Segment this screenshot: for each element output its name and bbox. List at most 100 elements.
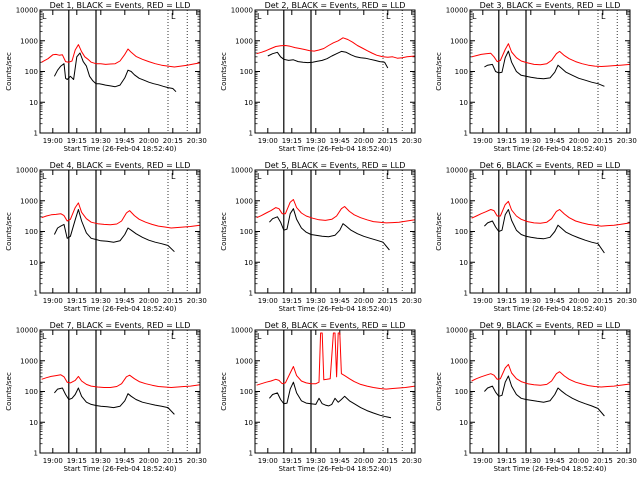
x-tick-label: 20:30 (617, 137, 637, 145)
y-tick-label: 100 (455, 68, 468, 76)
y-tick-label: 1000 (235, 357, 253, 365)
x-tick-label: 19:00 (473, 457, 493, 465)
y-tick-label: 100 (25, 228, 38, 236)
y-tick-label: 1 (34, 290, 38, 298)
series-line-events (54, 387, 175, 415)
plot-frame (469, 9, 631, 134)
corner-marker-left: L (472, 332, 477, 341)
detector-panel-6: Det 6, BLACK = Events, RED = LLD Counts/s… (435, 161, 637, 313)
panel-title: Det 1, BLACK = Events, RED = LLD (50, 1, 191, 10)
y-axis-label: Counts/sec (435, 212, 443, 251)
y-tick-label: 1000 (450, 197, 468, 205)
x-tick-label: 20:15 (163, 457, 183, 465)
corner-marker-right: L (601, 12, 606, 21)
x-tick-label: 19:15 (497, 297, 517, 305)
corner-marker-right: L (601, 172, 606, 181)
x-tick-label: 19:00 (43, 457, 63, 465)
x-tick-label: 19:45 (545, 137, 565, 145)
x-tick-label: 19:45 (115, 137, 135, 145)
y-tick-label: 1000 (20, 197, 38, 205)
detector-panel-9: Det 9, BLACK = Events, RED = LLD Counts/s… (435, 321, 637, 473)
y-tick-label: 1000 (450, 357, 468, 365)
x-tick-label: 20:00 (569, 457, 589, 465)
x-tick-label: 19:00 (43, 297, 63, 305)
y-tick-label: 10000 (231, 327, 253, 335)
y-tick-label: 1 (249, 450, 253, 458)
plot-frame (469, 169, 631, 294)
x-tick-label: 20:00 (139, 297, 159, 305)
x-tick-label: 19:30 (521, 457, 541, 465)
x-tick-label: 19:00 (258, 457, 278, 465)
x-axis-label: Start Time (26-Feb-04 18:52:40) (278, 465, 391, 473)
x-axis-label: Start Time (26-Feb-04 18:52:40) (63, 305, 176, 313)
y-tick-label: 10000 (446, 7, 468, 15)
x-tick-label: 20:00 (569, 297, 589, 305)
series-line-events (53, 52, 177, 93)
x-tick-label: 20:30 (187, 137, 207, 145)
y-axis-label: Counts/sec (5, 212, 13, 251)
y-tick-label: 1000 (235, 197, 253, 205)
x-tick-label: 20:30 (187, 297, 207, 305)
y-tick-label: 1 (249, 290, 253, 298)
y-axis-label: Counts/sec (435, 372, 443, 411)
series-line-events (484, 209, 605, 254)
x-tick-label: 20:15 (378, 137, 398, 145)
series-line-events (484, 50, 605, 87)
panel-title: Det 9, BLACK = Events, RED = LLD (480, 321, 621, 330)
x-tick-label: 19:45 (115, 297, 135, 305)
x-tick-label: 19:45 (115, 457, 135, 465)
x-tick-label: 19:15 (67, 137, 87, 145)
y-tick-label: 10000 (446, 327, 468, 335)
series-line-events (484, 375, 605, 417)
x-tick-label: 20:00 (139, 457, 159, 465)
y-tick-label: 10 (244, 259, 253, 267)
y-axis-label: Counts/sec (220, 52, 228, 91)
detector-panel-1: Det 1, BLACK = Events, RED = LLD Counts/s… (5, 1, 207, 153)
plot-frame (39, 329, 201, 454)
series-line-lld (41, 44, 201, 68)
x-tick-label: 20:15 (378, 297, 398, 305)
x-tick-label: 19:30 (91, 457, 111, 465)
y-tick-label: 100 (240, 228, 253, 236)
x-tick-label: 19:00 (258, 137, 278, 145)
corner-marker-left: L (257, 12, 262, 21)
series-line-events (53, 209, 175, 253)
corner-marker-left: L (257, 332, 262, 341)
y-tick-label: 10 (459, 99, 468, 107)
x-tick-label: 19:15 (497, 457, 517, 465)
corner-marker-right: L (386, 172, 391, 181)
series-line-lld (41, 202, 201, 229)
y-tick-label: 10000 (446, 167, 468, 175)
plot-frame (254, 169, 416, 294)
x-tick-label: 19:30 (521, 297, 541, 305)
y-tick-label: 1000 (20, 357, 38, 365)
plot-frame (254, 9, 416, 134)
x-tick-label: 20:00 (569, 137, 589, 145)
y-tick-label: 1 (249, 130, 253, 138)
y-tick-label: 100 (455, 228, 468, 236)
plot-frame (254, 329, 416, 454)
y-axis-label: Counts/sec (5, 52, 13, 91)
x-axis-label: Start Time (26-Feb-04 18:52:40) (493, 305, 606, 313)
y-tick-label: 10 (29, 99, 38, 107)
y-axis-label: Counts/sec (5, 372, 13, 411)
x-tick-label: 20:30 (617, 297, 637, 305)
panel-title: Det 8, BLACK = Events, RED = LLD (265, 321, 406, 330)
series-line-lld (256, 332, 416, 390)
x-axis-label: Start Time (26-Feb-04 18:52:40) (63, 145, 176, 153)
x-tick-label: 19:00 (473, 297, 493, 305)
panel-title: Det 6, BLACK = Events, RED = LLD (480, 161, 621, 170)
series-line-lld (256, 199, 416, 224)
series-line-lld (471, 43, 631, 67)
corner-marker-right: L (171, 12, 176, 21)
x-tick-label: 19:15 (497, 137, 517, 145)
series-line-events (269, 208, 390, 251)
panel-title: Det 4, BLACK = Events, RED = LLD (50, 161, 191, 170)
corner-marker-left: L (257, 172, 262, 181)
y-tick-label: 10 (244, 419, 253, 427)
x-tick-label: 19:15 (282, 457, 302, 465)
detector-panel-7: Det 7, BLACK = Events, RED = LLD Counts/s… (5, 321, 207, 473)
x-tick-label: 19:15 (282, 297, 302, 305)
y-tick-label: 10000 (231, 167, 253, 175)
